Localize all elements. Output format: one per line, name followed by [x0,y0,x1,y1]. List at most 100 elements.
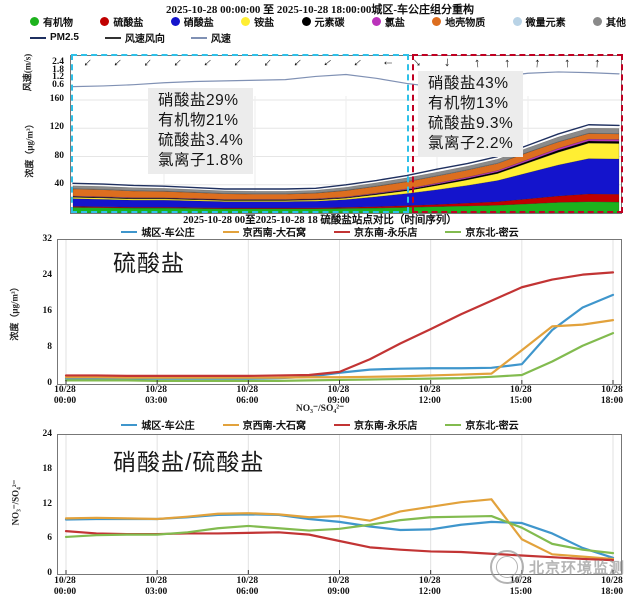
ratio-line-chart: 硝酸盐/硫酸盐 [57,434,622,575]
legend-item: 城区-车公庄 [121,224,195,239]
sulfate-chart-canvas [64,240,615,384]
annotation-line: 氯离子1.8% [158,152,244,169]
legend-line-swatch [445,230,462,233]
y-tick-label: 32 [42,234,53,244]
legend-item: 硝酸盐 [170,14,214,29]
legend-line-swatch [121,423,138,426]
legend-dot-icon [100,17,110,26]
annotation-left-period: 硝酸盐29% 有机物21% 硫酸盐3.4% 氯离子1.8% [148,88,254,174]
y-tick-label: 18 [42,463,53,474]
legend-dot-icon [301,17,311,26]
wind-direction-arrow-icon: ↑ [318,56,335,71]
wind-direction-arrow-icon: ↑ [229,55,245,72]
ratio-x-ticks: 10/28 00:00 10/28 03:00 10/28 06:00 10/28 09:00… [54,576,623,597]
y-tick-label: 40 [54,178,65,189]
legend-line-swatch [222,230,239,233]
wind-direction-arrow-icon: ↑ [259,55,275,72]
y-tick-label: 80 [54,150,65,161]
legend-label: 京东南-永乐店 [354,421,418,432]
legend-label: 京西南-大石窝 [242,421,306,432]
legend-label: 城区-车公庄 [141,228,195,239]
annotation-line: 氯离子2.2% [428,135,514,152]
watermark: 北京环境监测 [490,550,625,584]
wind-direction-arrows: ↑ ↑ ↑ ↑ ↑ ↑ ↑ ↑ ↑ ↑ ↑ ↑ ↑ ↑ ↑ ↑ ↑ ↑ [71,54,621,76]
legend-item: 微量元素 [512,14,566,29]
x-tick-label: 10/28 00:00 [53,576,77,597]
station-legend-sulfate: 城区-车公庄 京西南-大石窝 京东南-永乐店 京东北-密云 [0,224,640,239]
ratio-section-label: NO₃⁻/SO₄²⁻ [295,404,345,414]
wind-direction-arrow-icon: ↑ [169,55,185,71]
annotation-line: 硝酸盐29% [158,92,239,109]
watermark-logo-icon [490,550,524,584]
wind-direction-arrow-icon: ↑ [443,55,451,72]
legend-item: 京东南-永乐店 [334,417,417,432]
concentration-axis-label: 浓度（μg/m³） [24,119,35,178]
y-tick-label: 160 [49,94,64,105]
sulfate-line-chart: 硫酸盐 [57,239,622,385]
legend-item: 京东南-永乐店 [334,224,417,239]
y-tick-label: 24 [42,429,53,439]
legend-label: 氯盐 [384,18,405,29]
wind-direction-arrow-icon: ↑ [109,55,125,71]
top-chart-y-ticks: 2.4 1.8 1.2 0.6 160 120 80 40 [40,55,67,212]
x-tick-label: 10/28 03:00 [145,385,168,406]
composition-chart-canvas [71,71,621,213]
x-tick-label: 10/28 09:00 [327,576,350,597]
legend-dot-icon [241,17,251,26]
legend-dot-icon [170,17,180,26]
legend-line-swatch [334,423,350,426]
legend-label: 京东北-密云 [465,421,519,432]
annotation-line: 硫酸盐3.4% [158,132,244,149]
wind-direction-arrow-icon: ↑ [593,54,601,71]
ratio-inplot-label: 硝酸盐/硫酸盐 [113,449,265,475]
legend-label: PM2.5 [50,32,79,43]
legend-dot-icon [432,17,442,26]
legend-label: 硝酸盐 [183,18,214,29]
x-tick-label: 10/28 03:00 [145,576,168,597]
legend-item: 硫酸盐 [100,14,143,29]
y-tick-label: 1.2 [52,72,64,83]
annotation-line: 硫酸盐9.3% [428,115,514,132]
ratio-chart-canvas [64,435,615,574]
legend-label: 有机物 [43,18,73,29]
sulfate-chart-title: 2025-10-28 00至2025-10-28 18 硫酸盐站点对比（时间序列… [183,215,457,226]
legend-line-swatch [30,36,46,39]
legend-label: 京东南-永乐店 [354,228,418,239]
legend-item: PM2.5 [30,32,79,43]
legend-item: 地壳物质 [432,14,485,29]
legend-label: 京东北-密云 [465,228,519,239]
wind-direction-arrow-icon: ↑ [79,55,95,72]
legend-line-swatch [104,36,121,39]
wind-direction-arrow-icon: ↑ [289,55,305,71]
legend-dot-icon [371,17,381,26]
y-tick-label: 16 [42,306,53,316]
y-tick-label: 8 [47,342,52,352]
legend-line-swatch [334,230,350,233]
component-legend: 有机物 硫酸盐 硝酸盐 铵盐 元素碳 氯盐 地壳物质 微量元素 其他 [30,14,626,29]
sulfate-x-ticks: 10/28 00:00 10/28 03:00 10/28 06:00 10/28 09:00… [54,385,623,409]
legend-line-swatch [190,36,207,39]
legend-label: 城区-车公庄 [141,421,195,432]
legend-item: 其他 [593,14,626,29]
x-tick-label: 10/28 12:00 [418,385,441,406]
legend-item: 京东北-密云 [445,224,519,239]
annotation-line: 硝酸盐43% [428,75,509,92]
legend-item: 京西南-大石窝 [222,417,306,432]
y-tick-label: 120 [49,122,64,133]
legend-item: 元素碳 [301,14,345,29]
legend-item: 城区-车公庄 [121,417,195,432]
y-tick-label: 2.4 [52,57,64,68]
wind-direction-arrow-icon: ↑ [563,54,571,71]
y-tick-label: 12 [42,498,53,509]
legend-item: 京西南-大石窝 [222,224,306,239]
y-tick-label: 6 [47,533,52,544]
wind-direction-arrow-icon: ↑ [379,59,395,67]
wind-direction-arrow-icon: ↑ [139,55,155,72]
legend-line-swatch [445,423,462,426]
x-tick-label: 10/28 18:00 [600,385,624,406]
wind-direction-arrow-icon: ↑ [533,54,542,71]
x-tick-label: 10/28 18:00 [600,576,624,597]
legend-line-swatch [121,230,138,233]
legend-dot-icon [593,17,602,26]
y-tick-label: 0.6 [52,79,64,90]
